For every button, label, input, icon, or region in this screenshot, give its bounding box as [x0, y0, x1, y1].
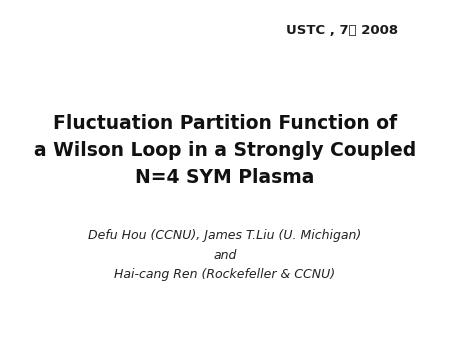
- Text: Fluctuation Partition Function of
a Wilson Loop in a Strongly Coupled
N=4 SYM Pl: Fluctuation Partition Function of a Wils…: [34, 114, 416, 187]
- Text: Defu Hou (CCNU), James T.Liu (U. Michigan)
and
Hai-cang Ren (Rockefeller & CCNU): Defu Hou (CCNU), James T.Liu (U. Michiga…: [88, 229, 362, 281]
- Text: USTC , 7、 2008: USTC , 7、 2008: [286, 24, 398, 37]
